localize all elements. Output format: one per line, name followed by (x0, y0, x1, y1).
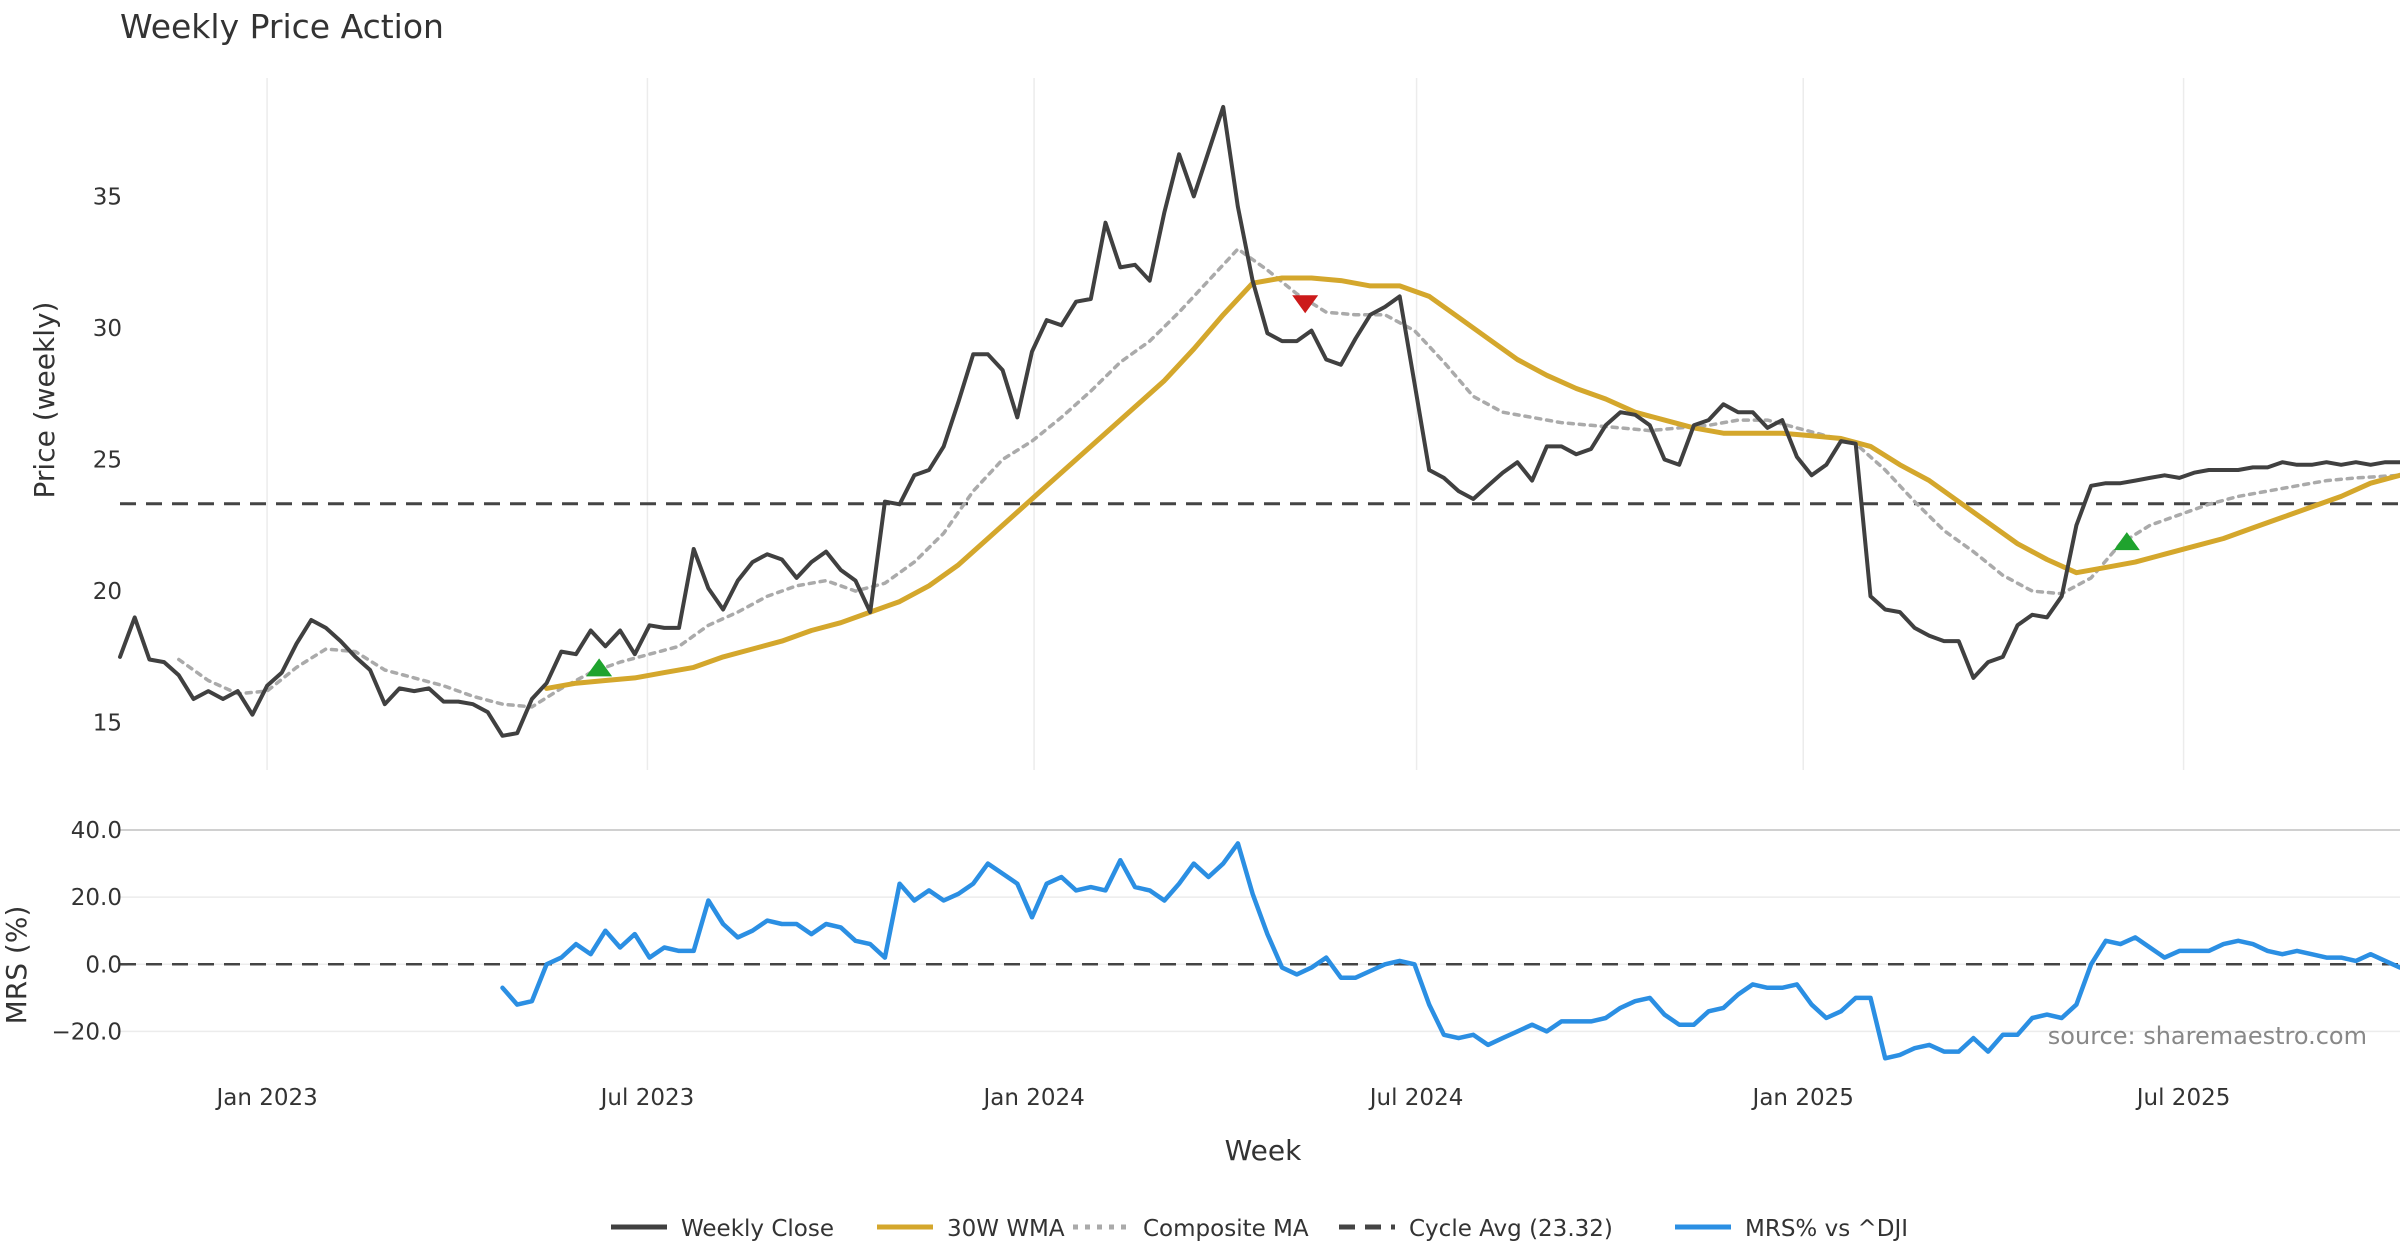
series-mrs (500, 841, 2400, 1061)
legend-label: MRS% vs ^DJI (1745, 1216, 1908, 1242)
x-tick: Jul 2023 (599, 1085, 695, 1111)
mrs-y-tick: −20.0 (52, 1019, 122, 1045)
x-tick: Jul 2025 (2135, 1085, 2231, 1111)
chart-title: Weekly Price Action (120, 7, 444, 46)
legend-label: Cycle Avg (23.32) (1409, 1216, 1613, 1242)
price-y-tick: 35 (93, 184, 122, 210)
price-panel (118, 104, 2400, 738)
price-y-tick: 30 (93, 316, 122, 342)
mrs-y-tick: 20.0 (71, 885, 122, 911)
buy-signal-marker (2113, 532, 2140, 551)
price-y-tick: 25 (93, 448, 122, 474)
x-axis-title: Week (1225, 1134, 1302, 1167)
mrs-y-tick: 40.0 (71, 818, 122, 844)
mrs-y-axis: 40.0 20.0 0.0 −20.0 (52, 818, 122, 1045)
price-y-axis-title: Price (weekly) (28, 302, 61, 499)
source-label: source: sharemaestro.com (2048, 1022, 2367, 1050)
mrs-panel (120, 841, 2400, 1061)
price-grid (266, 78, 2185, 770)
price-y-tick: 15 (93, 711, 122, 737)
legend-label: Weekly Close (681, 1216, 834, 1242)
sell-signal-marker (1292, 295, 1319, 314)
legend-label: Composite MA (1143, 1216, 1309, 1242)
x-tick: Jan 2025 (1751, 1085, 1854, 1111)
x-tick: Jan 2023 (214, 1085, 317, 1111)
series-weekly-close (118, 104, 2400, 738)
mrs-grid (120, 829, 2400, 1033)
legend: Weekly Close 30W WMA Composite MA Cycle Avg… (611, 1216, 1908, 1242)
price-y-tick: 20 (93, 579, 122, 605)
x-tick: Jan 2024 (981, 1085, 1084, 1111)
x-axis: Jan 2023 Jul 2023 Jan 2024 Jul 2024 Jan 2025… (214, 1085, 2230, 1111)
legend-label: 30W WMA (947, 1216, 1065, 1242)
x-tick: Jul 2024 (1368, 1085, 1464, 1111)
series-composite-ma (177, 247, 2400, 709)
series-30w-wma (544, 275, 2400, 691)
buy-signal-marker (586, 658, 613, 677)
mrs-y-tick: 0.0 (85, 952, 122, 978)
mrs-y-axis-title: MRS (%) (0, 906, 33, 1025)
price-y-axis: 15 20 25 30 35 (93, 184, 122, 736)
